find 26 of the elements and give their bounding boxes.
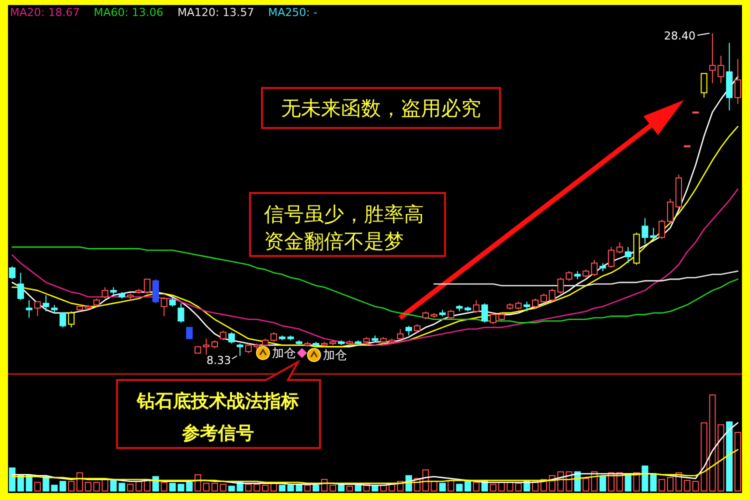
annotation: 无未来函数，盗用必究 (281, 96, 481, 120)
bar (372, 486, 378, 492)
annotation: 8.33 (206, 354, 232, 367)
annotation: 信号虽少，胜率高 (264, 202, 424, 226)
text: MA60: 13.06 (94, 6, 164, 19)
annotation: 参考信号 (181, 423, 254, 444)
text: MA120: 13.57 (177, 6, 254, 19)
bar (599, 476, 606, 492)
bar (8, 467, 16, 492)
annotation: 28.40 (664, 29, 696, 42)
annotation: 钻石底技术战法指标 (136, 391, 299, 412)
bar (726, 421, 733, 492)
bar (312, 484, 320, 492)
bar (354, 484, 362, 492)
bar (278, 484, 286, 492)
annotation: 加仓 (272, 346, 296, 360)
bar (60, 480, 66, 492)
annotation: 资金翻倍不是梦 (264, 229, 404, 253)
bar (152, 476, 159, 492)
bar (456, 484, 463, 492)
bar (439, 482, 446, 492)
annotation: 加仓 (323, 348, 347, 362)
bar (287, 484, 294, 492)
text: MA250: - (268, 6, 318, 19)
bar (624, 474, 632, 492)
text: MA20: 18.67 (10, 6, 80, 19)
